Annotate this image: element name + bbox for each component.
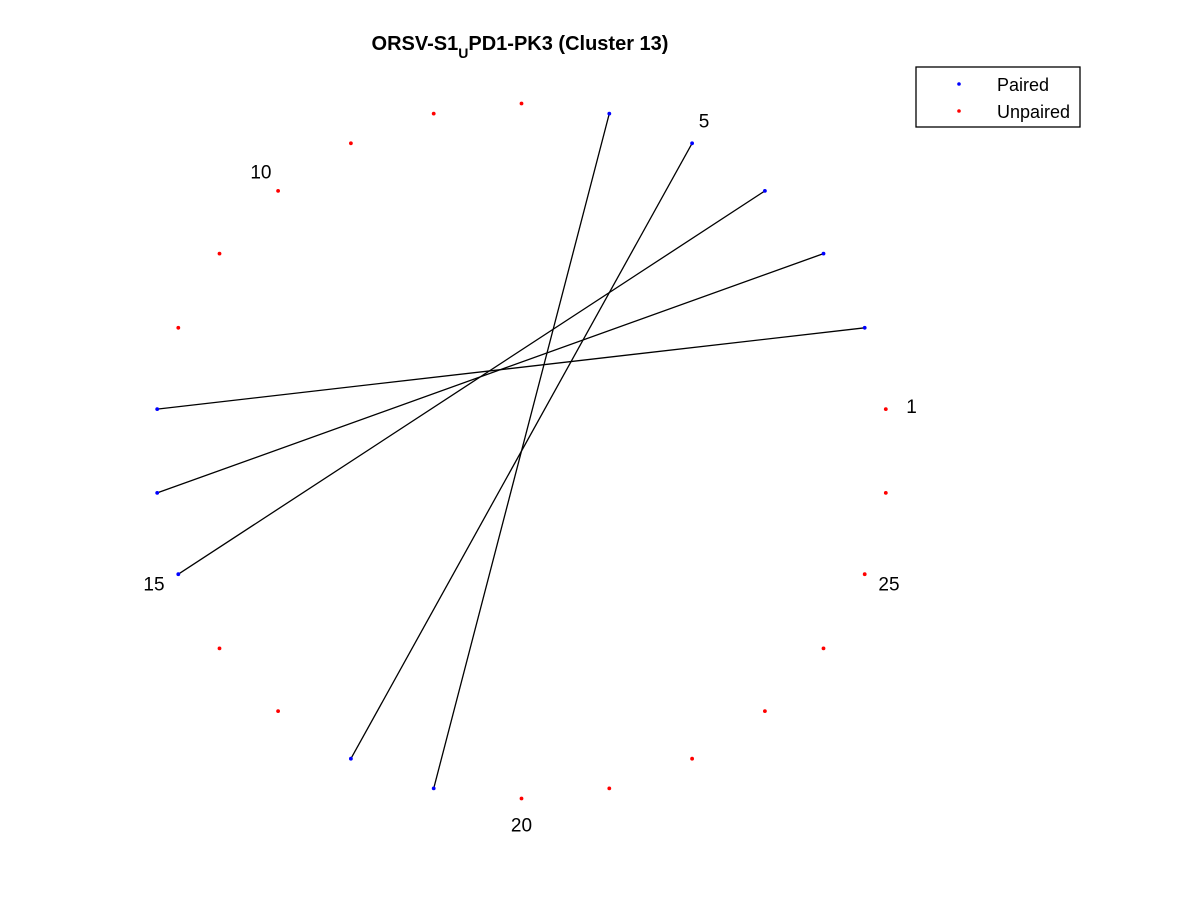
chart-title: ORSV-S1UPD1-PK3 (Cluster 13) (372, 33, 669, 61)
legend-unpaired-marker (957, 109, 961, 113)
unpaired-node-marker (607, 786, 612, 791)
paired-node-marker (607, 111, 612, 116)
paired-node-marker (176, 572, 181, 577)
title-suffix: PD1-PK3 (Cluster 13) (468, 33, 668, 55)
unpaired-node-marker (690, 756, 694, 761)
pair-line (433, 113, 610, 789)
legend-box (915, 66, 1081, 128)
pair-lines-group (156, 113, 865, 789)
paired-node-marker (431, 786, 436, 791)
unpaired-node-marker (883, 407, 888, 411)
paired-node-marker (155, 407, 160, 411)
node-number-label: 25 (878, 574, 899, 595)
pair-line (177, 190, 766, 575)
unpaired-node-marker (176, 325, 181, 330)
paired-node-marker (862, 325, 867, 330)
node-number-label: 15 (143, 574, 164, 595)
title-subscript: U (458, 45, 468, 61)
pair-line (157, 327, 865, 410)
unpaired-node-marker (276, 189, 280, 193)
node-number-label: 20 (511, 816, 532, 837)
paired-node-marker (349, 756, 353, 761)
node-number-label: 5 (699, 111, 710, 132)
node-number-label: 1 (906, 397, 917, 418)
legend-unpaired-label: Unpaired (997, 102, 1070, 122)
unpaired-node-marker (519, 101, 524, 106)
unpaired-node-marker (519, 796, 524, 801)
unpaired-node-marker (862, 572, 867, 577)
paired-node-marker (763, 189, 767, 193)
unpaired-node-marker (217, 251, 222, 256)
unpaired-node-marker (217, 646, 222, 651)
nodes-group (155, 101, 888, 801)
pair-line (156, 252, 824, 494)
unpaired-node-marker (763, 709, 767, 713)
legend: Paired Unpaired (915, 66, 1081, 128)
unpaired-node-marker (431, 111, 436, 116)
unpaired-node-marker (276, 709, 280, 713)
legend-paired-label: Paired (997, 75, 1049, 95)
unpaired-node-marker (821, 646, 826, 651)
title-prefix: ORSV-S1 (372, 33, 459, 55)
paired-node-marker (821, 251, 826, 256)
node-number-label: 10 (250, 162, 271, 183)
legend-paired-marker (957, 82, 961, 86)
unpaired-node-marker (883, 491, 888, 495)
paired-node-marker (690, 141, 694, 146)
unpaired-node-marker (349, 141, 353, 146)
paired-node-marker (155, 491, 160, 495)
